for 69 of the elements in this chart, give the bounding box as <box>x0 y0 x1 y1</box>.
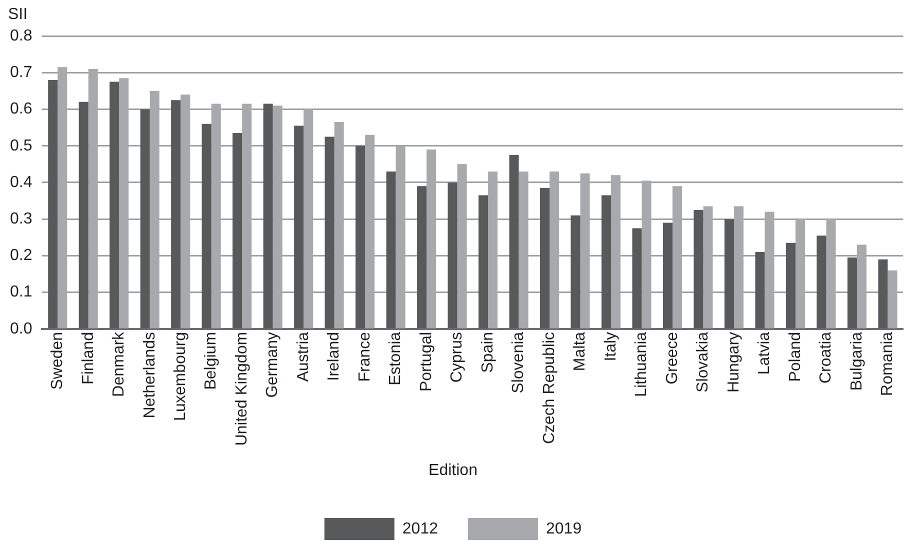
bar <box>202 124 212 328</box>
x-tick-label: Romania <box>879 332 896 396</box>
y-tick-label: 0.5 <box>10 137 32 154</box>
y-axis-title: SII <box>8 6 28 24</box>
x-tick-label: Croatia <box>818 332 835 384</box>
y-tick-label: 0.2 <box>10 247 32 264</box>
y-tick-label: 0.0 <box>10 320 32 338</box>
x-tick-label: France <box>356 332 374 382</box>
y-tick-label: 0.4 <box>10 174 32 191</box>
bar <box>816 236 826 328</box>
x-tick-label: Bulgaria <box>848 332 866 391</box>
x-tick-label: Portugal <box>418 332 435 392</box>
y-tick-label: 0.8 <box>10 27 32 44</box>
legend-title: Edition <box>428 462 478 480</box>
bar <box>786 242 796 328</box>
y-tick-label: 0.7 <box>10 64 32 82</box>
x-tick-label: Italy <box>602 332 620 362</box>
bar <box>478 195 488 328</box>
bar <box>171 100 181 328</box>
bar <box>694 210 704 328</box>
x-tick-label: Spain <box>479 332 496 373</box>
bar <box>632 228 642 328</box>
x-tick-label: Austria <box>294 332 312 382</box>
bar <box>140 109 150 328</box>
bar <box>847 258 857 328</box>
bar <box>110 82 120 328</box>
x-tick-label: Estonia <box>387 332 404 386</box>
bar <box>509 155 519 328</box>
x-tick-label: Luxembourg <box>172 332 189 421</box>
bar <box>755 252 765 328</box>
x-tick-label: Latvia <box>756 332 774 375</box>
x-tick-label: United Kingdom <box>233 332 250 446</box>
bar <box>324 136 334 328</box>
bar <box>570 215 580 328</box>
bar <box>448 182 458 328</box>
x-tick-label: Malta <box>572 332 589 372</box>
bar <box>356 146 366 328</box>
bar <box>724 219 734 328</box>
x-tick-label: Ireland <box>326 332 343 381</box>
bar <box>417 186 427 328</box>
x-tick-label: Sweden <box>49 332 66 390</box>
bar <box>232 133 242 328</box>
bar <box>78 102 88 328</box>
x-tick-label: Germany <box>264 332 282 398</box>
bar <box>294 126 304 328</box>
x-tick-label: Denmark <box>110 330 128 397</box>
x-tick-label: Hungary <box>725 332 742 392</box>
x-tick-label: Finland <box>80 332 97 384</box>
x-tick-label: Slovakia <box>694 332 712 392</box>
bar <box>601 195 612 328</box>
bar <box>48 80 58 328</box>
x-tick-label: Belgium <box>202 332 220 390</box>
y-tick-label: 0.6 <box>10 100 32 118</box>
legend-label: 2019 <box>546 520 582 538</box>
x-tick-label: Czech Republic <box>540 332 558 444</box>
bar <box>386 171 396 328</box>
x-tick-label: Greece <box>664 332 681 384</box>
y-tick-label: 0.3 <box>10 210 32 228</box>
bar <box>878 259 888 328</box>
x-tick-label: Slovenia <box>510 332 528 394</box>
x-tick-label: Lithuania <box>633 332 650 397</box>
x-tick-label: Netherlands <box>141 332 158 418</box>
x-tick-label: Cyprus <box>448 332 466 383</box>
bar <box>662 222 673 328</box>
x-tick-label: Poland <box>786 332 804 382</box>
bar <box>540 188 550 328</box>
y-tick-label: 0.1 <box>10 284 32 301</box>
legend-label: 2012 <box>402 520 438 538</box>
bar <box>263 104 273 328</box>
